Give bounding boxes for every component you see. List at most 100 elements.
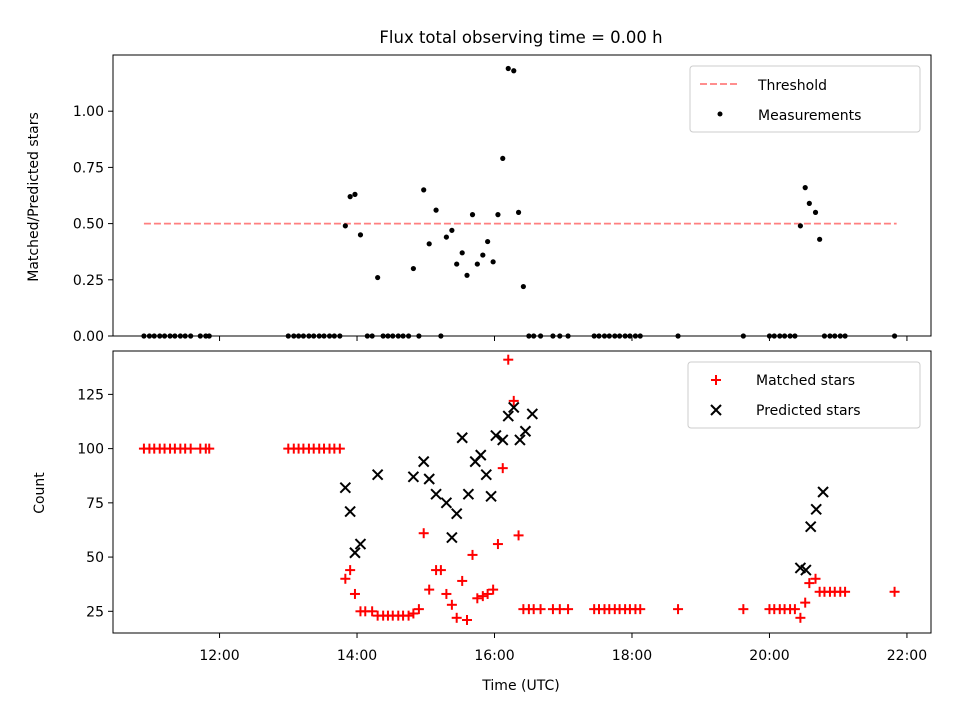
predicted-star-marker <box>417 455 430 468</box>
predicted-star-marker <box>508 401 520 414</box>
legend-threshold-label: Threshold <box>757 78 827 94</box>
bottom-axes-frame <box>112 350 932 634</box>
x-tick-label: 22:00 <box>887 648 927 664</box>
measurement-point <box>485 238 491 245</box>
top-panel: 0.00 0.25 0.50 0.75 1.00 Matched/Predicted s… <box>26 54 932 345</box>
legend-matched-swatch <box>711 375 721 385</box>
measurement-point <box>375 274 381 281</box>
bottom-y-tick-label: 50 <box>86 550 104 566</box>
matched-star-marker <box>513 530 524 541</box>
legend-predicted-swatch <box>710 404 722 416</box>
predicted-star-marker <box>497 434 509 446</box>
measurement-point <box>426 241 432 247</box>
measurement-point <box>480 252 486 258</box>
matched-star-marker <box>340 573 351 584</box>
predicted-star-marker <box>354 538 367 550</box>
matched-star-marker <box>482 588 493 599</box>
measurement-point <box>812 209 819 215</box>
matched-star-marker <box>477 591 488 602</box>
matched-star-marker <box>441 588 452 599</box>
matched-star-marker <box>800 597 811 608</box>
matched-star-marker <box>446 599 457 610</box>
measurement-point <box>505 65 511 72</box>
matched-star-marker <box>403 610 414 621</box>
matched-star-marker <box>349 588 360 599</box>
x-axis-label: Time (UTC) <box>481 678 559 694</box>
predicted-star-marker <box>462 488 475 500</box>
predicted-star-marker <box>800 564 812 576</box>
predicted-star-marker <box>519 425 532 437</box>
matched-star-marker <box>635 604 646 615</box>
measurement-point <box>459 250 465 256</box>
matched-star-marker <box>185 443 196 454</box>
predicted-star-marker <box>430 488 442 500</box>
top-y-tick-label: 1.00 <box>73 104 104 120</box>
x-tick-label: 20:00 <box>749 648 789 664</box>
measurement-point <box>421 187 427 193</box>
measurement-point <box>806 200 812 206</box>
bottom-x-ticks: 12:00 14:00 16:00 18:00 20:00 22:00 <box>199 633 927 664</box>
measurement-point <box>347 194 353 200</box>
matched-star-marker <box>795 612 806 623</box>
measurement-point <box>469 212 476 218</box>
bottom-panel: 25 50 75 100 125 12:00 14:00 16:00 18:00 20:00 22… <box>32 350 932 694</box>
matched-star-marker <box>204 443 215 454</box>
predicted-star-marker <box>485 490 497 503</box>
measurement-point <box>511 68 517 74</box>
measurement-point <box>515 209 522 215</box>
top-y-tick-label: 0.75 <box>73 160 104 176</box>
top-y-tick-label: 0.00 <box>73 329 104 345</box>
matched-star-marker <box>462 614 473 625</box>
top-y-tick-label: 0.50 <box>73 217 104 233</box>
predicted-star-marker <box>344 505 356 518</box>
measurement-point <box>433 207 439 213</box>
matched-star-marker <box>472 593 483 604</box>
matched-star-marker <box>488 584 499 595</box>
matched-star-marker <box>435 565 446 576</box>
measurement-point <box>500 155 506 162</box>
matched-star-marker <box>367 606 378 617</box>
predicted-star-marker <box>804 521 817 533</box>
top-axes-frame <box>112 54 932 337</box>
matched-star-marker <box>503 354 514 365</box>
bottom-y-tick-label: 125 <box>77 387 104 403</box>
measurement-point <box>520 283 526 290</box>
measurement-point <box>410 265 416 272</box>
measurement-point <box>802 185 808 191</box>
measurement-point <box>449 227 455 233</box>
predicted-star-marker <box>456 432 468 444</box>
predicted-star-marker <box>407 471 420 483</box>
matched-star-marker <box>840 586 851 597</box>
top-y-ticks: 0.00 0.25 0.50 0.75 1.00 <box>73 104 113 345</box>
measurement-point <box>797 223 803 229</box>
predicted-star-marker <box>514 434 526 446</box>
predicted-star-marker <box>349 547 361 559</box>
matched-star-marker <box>418 528 429 539</box>
measurement-point <box>490 259 496 265</box>
matched-star-marker <box>508 395 519 406</box>
predicted-star-marker <box>502 410 514 422</box>
matched-star-marker <box>804 578 815 589</box>
x-tick-label: 14:00 <box>337 648 377 664</box>
matched-star-marker <box>673 604 684 615</box>
measurement-point <box>817 236 823 242</box>
matched-star-marker <box>457 575 468 586</box>
bottom-y-tick-label: 75 <box>86 496 104 512</box>
legend-matched-label: Matched stars <box>756 373 855 389</box>
top-legend: Threshold Measurements <box>689 65 921 133</box>
x-tick-label: 12:00 <box>199 648 239 664</box>
predicted-star-marker <box>446 531 458 544</box>
matched-star-marker <box>408 608 419 619</box>
measurement-point <box>495 212 501 218</box>
bottom-legend-box <box>687 361 921 429</box>
predicted-star-marker <box>817 486 829 498</box>
top-y-tick-label: 0.25 <box>73 273 104 289</box>
matched-star-marker <box>563 604 574 615</box>
measurement-point <box>474 261 480 267</box>
matched-star-marker <box>345 565 356 576</box>
measurement-point <box>357 232 364 238</box>
predicted-star-marker <box>480 468 492 481</box>
predicted-star-marker <box>371 468 384 481</box>
bottom-legend: Matched stars Predicted stars <box>687 361 921 429</box>
